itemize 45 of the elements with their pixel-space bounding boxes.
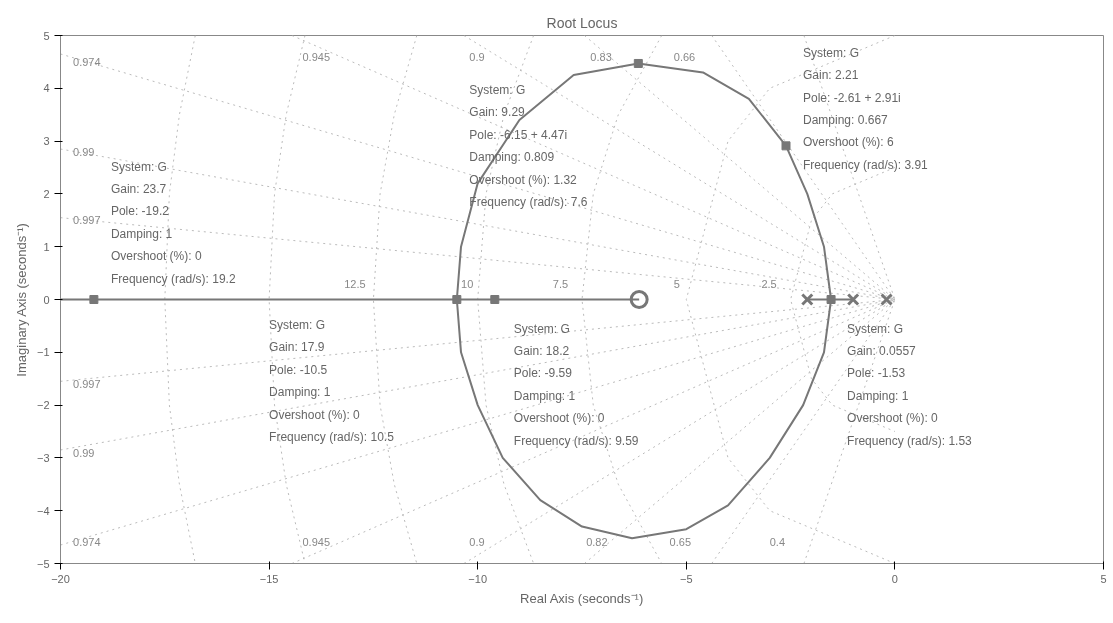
annotation: 0.99 bbox=[73, 446, 95, 459]
y-axis-title: Imaginary Axis (seconds⁻¹) bbox=[13, 223, 29, 377]
annotation: System: G Gain: 0.0557 Pole: -1.53 Damping: 1 Overshoot (%): 0 Frequency (rad/s): 1.53 bbox=[847, 321, 973, 448]
annotation: System: G Gain: 2.21 Pole: -2.61 + 2.91i Damping: 0.667 Overshoot (%): 6 Frequency (rad/s): 3.91 bbox=[803, 45, 929, 172]
y-tick-label: 3 bbox=[43, 135, 50, 148]
annotation: 0.9 bbox=[469, 536, 485, 549]
y-tick-label: 4 bbox=[43, 82, 50, 95]
y-tick-label: −5 bbox=[36, 557, 50, 570]
annotation: 0.997 bbox=[73, 377, 101, 390]
annotation: System: G Gain: 18.2 Pole: -9.59 Damping: 1 Overshoot (%): 0 Frequency (rad/s): 9.59 bbox=[513, 321, 639, 448]
annotation: 0.945 bbox=[302, 50, 331, 63]
annotation: 5 bbox=[673, 277, 680, 290]
x-tick-label: 5 bbox=[1100, 572, 1107, 585]
y-tick-label: 2 bbox=[43, 187, 50, 200]
x-tick-label: 0 bbox=[891, 572, 898, 585]
annotation: 0.945 bbox=[302, 536, 331, 549]
x-tick-label: −15 bbox=[259, 572, 279, 585]
annotation: 0.82 bbox=[586, 536, 608, 549]
annotation: System: G Gain: 23.7 Pole: -19.2 Damping: 1 Overshoot (%): 0 Frequency (rad/s): 19.2 bbox=[110, 159, 236, 286]
x-axis-title: Real Axis (seconds⁻¹) bbox=[520, 590, 644, 606]
annotation: 0.997 bbox=[73, 214, 101, 227]
x-tick-label: −20 bbox=[51, 572, 70, 585]
annotation: 0.974 bbox=[73, 536, 101, 549]
chart-title: Root Locus bbox=[546, 14, 618, 31]
annotation: 0.9 bbox=[469, 50, 485, 63]
y-tick-label: −1 bbox=[36, 346, 50, 359]
annotation: 2.5 bbox=[761, 277, 777, 290]
annotation: 0.99 bbox=[73, 145, 95, 158]
y-tick-label: −2 bbox=[36, 399, 50, 412]
annotation: 0.66 bbox=[673, 50, 696, 63]
y-tick-label: −3 bbox=[36, 451, 50, 464]
annotation: System: G Gain: 17.9 Pole: -10.5 Damping: 1 Overshoot (%): 0 Frequency (rad/s): 10.5 bbox=[269, 317, 395, 444]
annotation: 12.5 bbox=[344, 277, 366, 290]
x-tick-label: −5 bbox=[680, 572, 693, 585]
y-tick-label: 5 bbox=[43, 29, 50, 42]
annotation: 0.65 bbox=[669, 536, 692, 549]
y-tick-label: −4 bbox=[36, 504, 50, 517]
annotation: 0.83 bbox=[590, 50, 612, 63]
y-tick-label: 0 bbox=[43, 293, 50, 306]
annotation: 10 bbox=[461, 277, 474, 290]
y-tick-label: 1 bbox=[43, 240, 50, 253]
x-tick-label: −10 bbox=[468, 572, 488, 585]
annotation: 0.4 bbox=[769, 536, 786, 549]
annotation: 7.5 bbox=[552, 277, 569, 290]
annotation: 0.974 bbox=[73, 55, 101, 68]
